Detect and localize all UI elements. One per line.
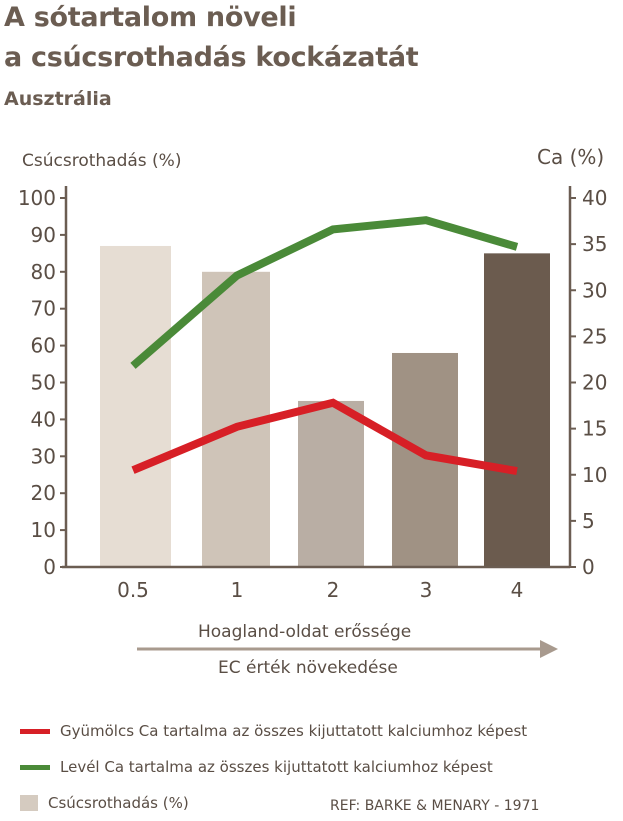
x-tick-label: 2 [327, 578, 340, 602]
right-tick-label: 40 [582, 186, 607, 210]
left-tick-label: 80 [31, 260, 56, 284]
left-tick-label: 10 [31, 518, 56, 542]
left-tick-label: 40 [31, 407, 56, 431]
left-tick-label: 100 [18, 186, 56, 210]
right-tick-label: 0 [582, 555, 595, 579]
left-tick-label: 90 [31, 223, 56, 247]
legend-fruit-label: Gyümölcs Ca tartalma az összes kijuttato… [60, 722, 528, 740]
left-tick-label: 20 [31, 481, 56, 505]
left-tick-label: 50 [31, 371, 56, 395]
x-axis-label-1: Hoagland-oldat erőssége [198, 622, 412, 642]
left-axis-label: Csúcsrothadás (%) [22, 151, 182, 171]
right-tick-label: 20 [582, 371, 607, 395]
x-tick-label: 4 [511, 578, 524, 602]
legend-bar-swatch [20, 795, 38, 811]
left-tick-label: 60 [31, 334, 56, 358]
bar-2 [298, 400, 364, 567]
right-tick-label: 35 [582, 232, 607, 256]
right-tick-label: 5 [582, 509, 595, 533]
right-tick-label: 10 [582, 463, 607, 487]
right-tick-label: 25 [582, 324, 607, 348]
right-tick-label: 15 [582, 417, 607, 441]
legend-fruit: Gyümölcs Ca tartalma az összes kijuttato… [20, 722, 527, 740]
x-tick-label: 3 [420, 578, 433, 602]
left-tick-label: 30 [31, 444, 56, 468]
legend-bars: Csúcsrothadás (%) [20, 794, 189, 812]
x-tick-label: 1 [231, 578, 244, 602]
x-axis-label-2: EC érték növekedése [218, 658, 398, 678]
legend-leaf-label: Levél Ca tartalma az összes kijuttatott … [60, 758, 493, 776]
title-line-1: A sótartalom növeli [4, 2, 297, 33]
reference: REF: BARKE & MENARY - 1971 [330, 798, 540, 814]
left-tick-label: 0 [43, 555, 56, 579]
right-axis-label: Ca (%) [537, 145, 605, 169]
leaf-ca-line [130, 216, 519, 369]
x-arrow-head [540, 640, 558, 658]
legend-bars-label: Csúcsrothadás (%) [48, 794, 189, 812]
subtitle: Ausztrália [4, 88, 112, 110]
x-tick-label: 0.5 [117, 578, 149, 602]
legend-red-swatch [20, 728, 50, 734]
title-line-2: a csúcsrothadás kockázatát [4, 42, 419, 73]
fruit-ca-line [131, 398, 518, 476]
legend-green-swatch [20, 764, 50, 770]
bar-0.5 [100, 245, 171, 567]
right-tick-label: 30 [582, 278, 607, 302]
bar-4 [484, 253, 550, 567]
legend-leaf: Levél Ca tartalma az összes kijuttatott … [20, 758, 493, 776]
left-tick-label: 70 [31, 297, 56, 321]
